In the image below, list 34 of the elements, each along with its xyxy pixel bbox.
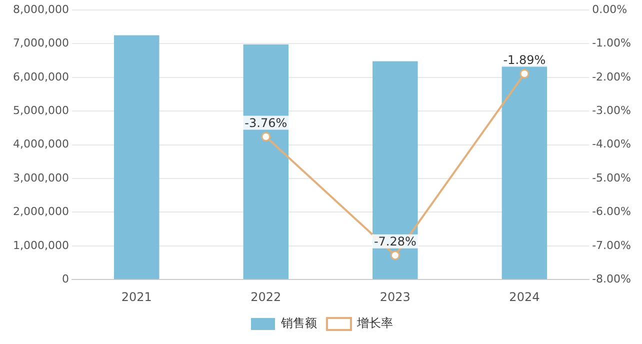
point [520, 68, 530, 78]
y2-tick-label: -4.00% [592, 138, 632, 151]
bar [502, 65, 548, 280]
y-tick-label: 2,000,000 [13, 205, 69, 218]
y-tick-label: 5,000,000 [13, 104, 69, 117]
data-label: -3.76% [244, 116, 288, 130]
y2-tick-label: -2.00% [592, 70, 632, 84]
legend-label: 增长率 [356, 316, 393, 330]
x-tick-label: 2023 [380, 290, 410, 304]
legend-label: 销售额 [280, 316, 317, 330]
data-label: -1.89% [503, 52, 546, 67]
y2-tick-label: -1.00% [592, 36, 632, 50]
y2-tick-label: 0.00% [592, 2, 628, 16]
point [390, 250, 400, 260]
y-tick-label: 7,000,000 [13, 36, 69, 50]
y2-tick-label: -6.00% [592, 205, 632, 218]
y-tick-label: 3,000,000 [13, 171, 69, 184]
data-label: -7.28% [374, 234, 416, 248]
y2-tick-label: -3.00% [592, 104, 632, 117]
y-tick-label: 0 [62, 272, 69, 286]
y2-tick-label: -8.00% [592, 272, 632, 286]
bar [243, 44, 289, 280]
point [261, 132, 271, 142]
y-tick-label: 8,000,000 [13, 2, 69, 16]
bar [372, 61, 418, 280]
y2-tick-label: -5.00% [592, 171, 632, 184]
bar [114, 35, 160, 280]
x-tick-label: 2024 [509, 290, 540, 304]
y-tick-label: 6,000,000 [13, 70, 69, 84]
y-tick-label: 1,000,000 [13, 238, 69, 252]
x-tick-label: 2022 [250, 290, 282, 304]
y2-tick-label: -7.00% [592, 238, 632, 252]
y-tick-label: 4,000,000 [13, 138, 69, 151]
x-tick-label: 2021 [121, 290, 152, 304]
